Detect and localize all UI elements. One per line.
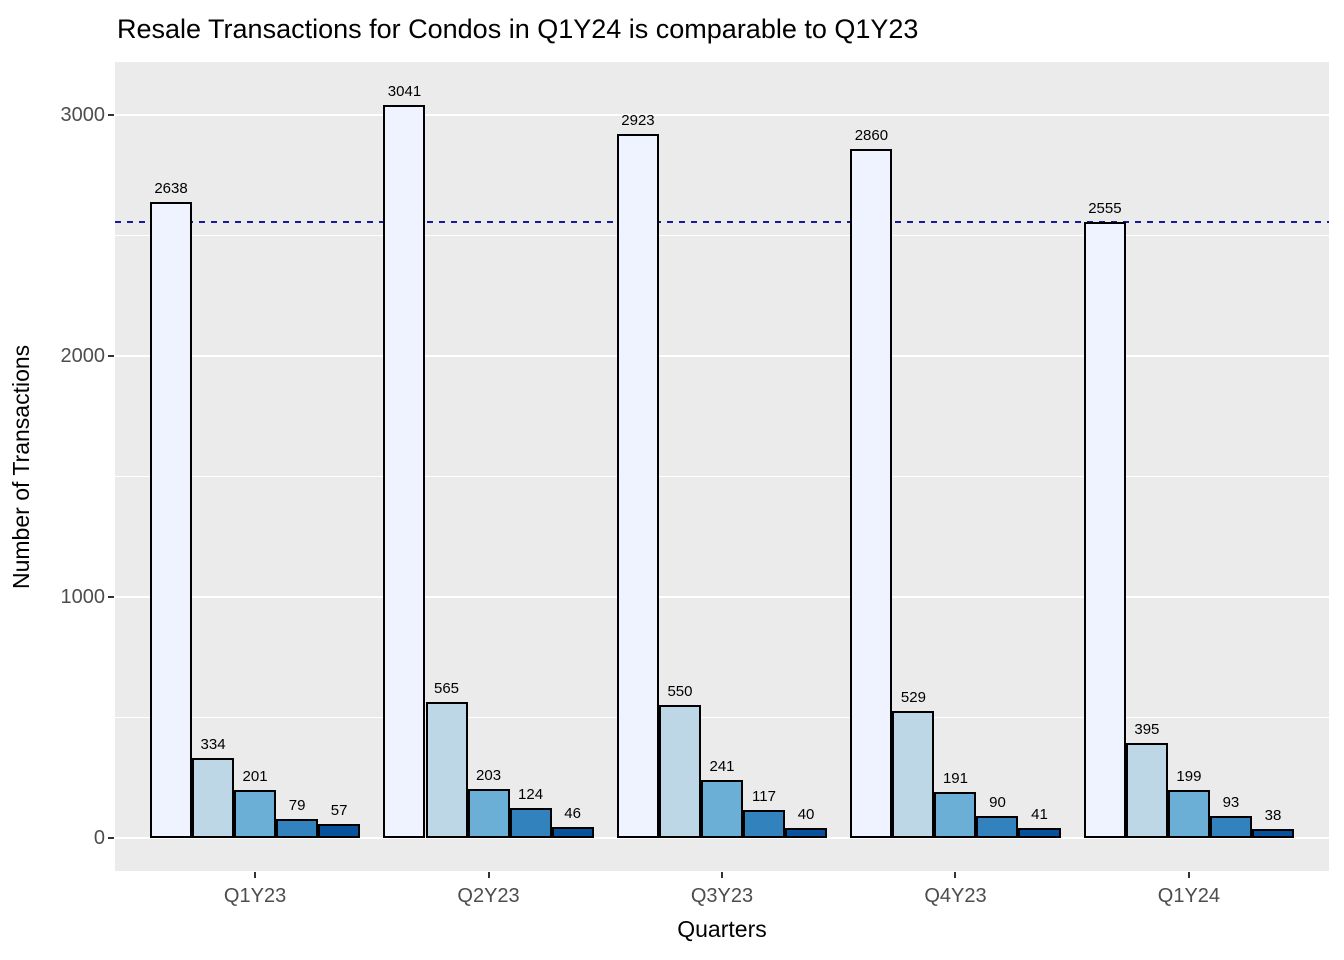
bar-value-label: 334 <box>200 735 226 753</box>
y-tick-mark <box>108 355 114 357</box>
bar-value-label: 565 <box>433 679 460 697</box>
bar-value-label: 395 <box>1134 720 1160 738</box>
plot-panel: 2638 334 201 79 57 3041 565 203 124 46 2923 550 241 1… <box>115 62 1329 871</box>
bar-value-label: 41 <box>1031 806 1048 824</box>
bar-value-label: 241 <box>709 757 735 775</box>
bar-value-label: 203 <box>476 767 502 785</box>
gridline-minor <box>115 235 1329 236</box>
bar <box>192 757 235 838</box>
bar <box>700 779 743 838</box>
bar <box>892 710 935 838</box>
chart-title: Resale Transactions for Condos in Q1Y24 … <box>117 14 919 44</box>
x-tick-label: Q3Y23 <box>690 885 754 907</box>
y-tick-mark <box>108 837 114 839</box>
bar-value-label: 124 <box>518 786 544 804</box>
bar-value-label: 40 <box>797 806 815 824</box>
bar <box>276 818 319 838</box>
bar <box>1083 222 1126 838</box>
bar <box>509 808 552 838</box>
bar <box>383 105 426 838</box>
y-tick-label: 1000 <box>60 586 106 608</box>
x-tick-label: Q1Y24 <box>1157 885 1221 907</box>
bar-value-label: 529 <box>900 688 926 706</box>
bar <box>551 826 594 838</box>
bar <box>976 816 1019 838</box>
gridline-minor <box>115 717 1329 718</box>
bar-value-label: 79 <box>288 796 306 814</box>
bar <box>234 789 277 838</box>
reference-line <box>115 221 1329 224</box>
x-tick-mark <box>1187 872 1190 878</box>
bar <box>616 133 659 838</box>
bar-value-label: 550 <box>667 683 693 701</box>
bar <box>934 791 977 838</box>
bar-value-label: 90 <box>989 794 1006 812</box>
bar <box>1209 815 1252 838</box>
bar-value-label: 199 <box>1176 768 1202 786</box>
x-tick-mark <box>721 872 723 878</box>
bar <box>850 148 893 838</box>
gridline-major <box>115 355 1329 357</box>
x-tick-mark <box>254 872 257 878</box>
gridline-minor <box>115 476 1329 477</box>
x-tick-label: Q1Y23 <box>223 885 287 907</box>
bar <box>318 824 361 838</box>
bar-value-label: 93 <box>1222 793 1240 811</box>
bar <box>150 202 193 838</box>
bar <box>785 828 828 838</box>
y-tick-label: 3000 <box>60 104 106 126</box>
x-tick-label: Q4Y23 <box>924 885 987 907</box>
bar-value-label: 57 <box>330 802 348 820</box>
gridline-major <box>115 596 1329 598</box>
bar-value-label: 3041 <box>387 83 422 101</box>
gridline-major <box>115 114 1329 116</box>
y-tick-label: 0 <box>93 827 105 849</box>
bar <box>1018 828 1061 838</box>
x-tick-label: Q2Y23 <box>457 885 520 907</box>
x-tick-mark <box>954 872 957 878</box>
bar <box>425 701 468 838</box>
bar <box>1167 790 1210 838</box>
y-tick-label: 2000 <box>60 345 106 367</box>
x-tick-mark <box>487 872 490 878</box>
gridline-major <box>115 837 1329 839</box>
bar-value-label: 2923 <box>621 111 655 129</box>
bar-value-label: 117 <box>752 787 776 805</box>
bar-value-label: 38 <box>1264 806 1282 824</box>
y-tick-mark <box>108 596 114 598</box>
bar-value-label: 2638 <box>154 180 188 198</box>
bar-value-label: 2555 <box>1088 200 1122 218</box>
bar-value-label: 46 <box>564 804 581 822</box>
y-tick-mark <box>108 114 114 116</box>
bar <box>467 789 510 838</box>
bar-value-label: 191 <box>942 769 968 787</box>
bar <box>1125 742 1168 838</box>
bar <box>1251 828 1294 838</box>
x-axis-title: Quarters <box>677 916 767 942</box>
bar <box>743 809 786 838</box>
y-axis-title: Number of Transactions <box>8 344 34 589</box>
bar <box>658 705 701 838</box>
bar-value-label: 2860 <box>854 126 889 144</box>
bar-value-label: 201 <box>242 767 268 785</box>
